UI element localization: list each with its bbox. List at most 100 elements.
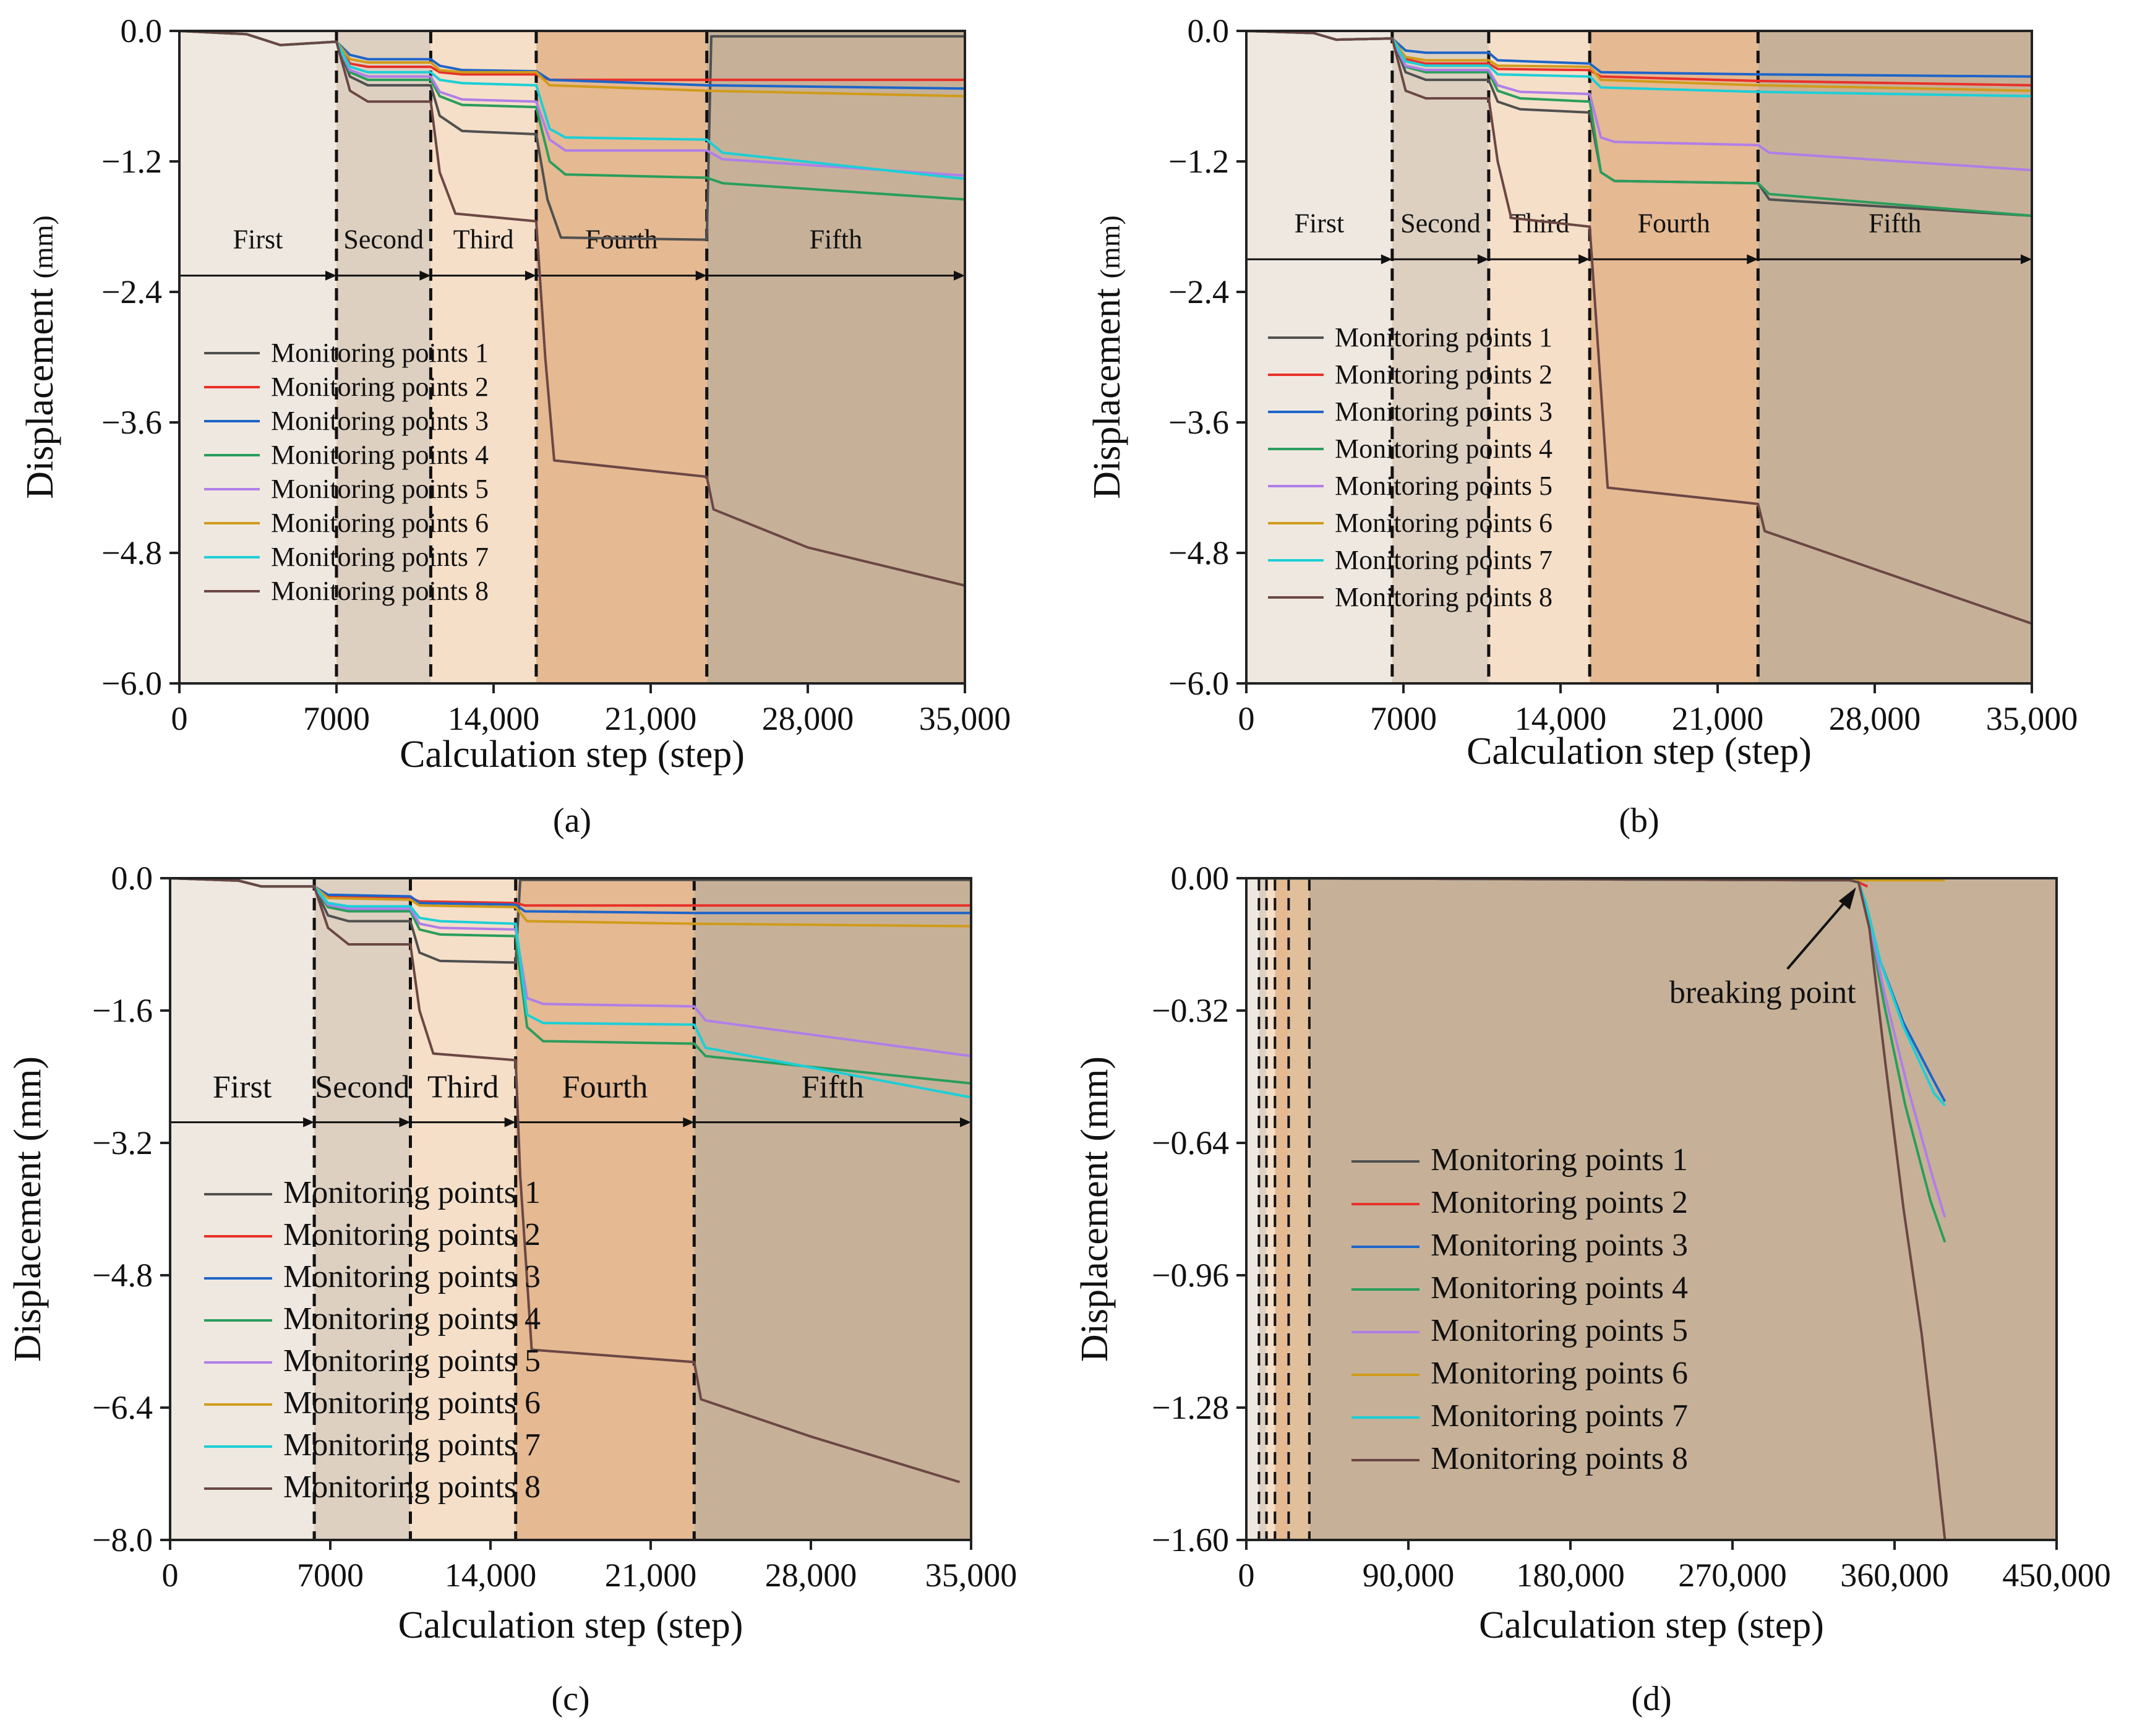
panel-caption: (d) bbox=[1631, 1680, 1671, 1718]
y-axis-title: Displacement (mm) bbox=[7, 1056, 49, 1362]
legend-label: Monitoring points 6 bbox=[1335, 508, 1552, 538]
x-tick-label: 270,000 bbox=[1678, 1557, 1787, 1594]
y-tick-label: −6.0 bbox=[101, 665, 162, 702]
legend-label: Monitoring points 3 bbox=[1335, 396, 1552, 427]
stage-arrow-head bbox=[325, 270, 336, 281]
stage-band bbox=[410, 878, 516, 1540]
y-tick-label: −2.4 bbox=[101, 273, 162, 310]
x-tick-label: 28,000 bbox=[1829, 700, 1921, 737]
stage-label: Fourth bbox=[1638, 208, 1710, 238]
stage-arrow-head bbox=[1477, 254, 1489, 265]
stage-band bbox=[1259, 878, 1267, 1540]
x-tick-label: 0 bbox=[171, 700, 188, 737]
y-tick-label: −1.28 bbox=[1152, 1389, 1229, 1426]
legend-label: Monitoring points 3 bbox=[271, 406, 489, 436]
legend-label: Monitoring points 7 bbox=[283, 1427, 541, 1463]
stage-band bbox=[1392, 31, 1489, 683]
x-tick-label: 7000 bbox=[1370, 700, 1437, 737]
stage-label: Fifth bbox=[1869, 208, 1922, 238]
x-tick-label: 0 bbox=[1238, 1557, 1255, 1594]
stage-label: First bbox=[233, 224, 283, 255]
stage-label: Second bbox=[315, 1069, 409, 1105]
series-line bbox=[179, 30, 966, 587]
legend-label: Monitoring points 5 bbox=[1431, 1313, 1688, 1348]
stage-band bbox=[694, 878, 971, 1540]
stage-band bbox=[1590, 31, 1758, 683]
stage-band bbox=[430, 31, 536, 683]
stage-arrow-head bbox=[1747, 254, 1758, 265]
legend-label: Monitoring points 1 bbox=[1431, 1142, 1688, 1178]
x-tick-label: 0 bbox=[1238, 700, 1255, 737]
x-tick-label: 450,000 bbox=[2002, 1557, 2111, 1594]
stage-arrow-head bbox=[960, 1117, 971, 1127]
stage-label: Second bbox=[1400, 208, 1481, 238]
y-tick-label: −6.4 bbox=[92, 1389, 153, 1426]
stage-label: Fourth bbox=[562, 1069, 648, 1105]
legend-label: Monitoring points 2 bbox=[283, 1217, 541, 1252]
plot-frame bbox=[1245, 30, 2033, 685]
y-tick-label: −6.0 bbox=[1168, 665, 1229, 702]
y-axis-title: Displacement (mm) bbox=[1086, 215, 1128, 499]
legend-label: Monitoring points 5 bbox=[283, 1343, 541, 1379]
y-tick-label: −0.64 bbox=[1152, 1124, 1229, 1161]
stage-band bbox=[314, 878, 411, 1540]
legend-label: Monitoring points 2 bbox=[271, 372, 489, 402]
stage-arrow-head bbox=[504, 1117, 516, 1127]
stage-arrow-head bbox=[1578, 254, 1590, 265]
legend-label: Monitoring points 5 bbox=[1335, 471, 1552, 501]
y-tick-label: −4.8 bbox=[101, 534, 162, 571]
y-tick-label: −3.6 bbox=[101, 404, 162, 441]
x-axis-title: Calculation step (step) bbox=[1467, 730, 1812, 772]
x-tick-label: 14,000 bbox=[1515, 700, 1607, 737]
y-axis-title-main: Displacement bbox=[1086, 278, 1128, 498]
stage-band bbox=[1246, 31, 1392, 683]
y-tick-label: −4.8 bbox=[92, 1257, 153, 1294]
y-tick-label: −0.96 bbox=[1152, 1257, 1229, 1294]
stage-arrow-head bbox=[954, 270, 965, 281]
annotation-arrow-head bbox=[1838, 887, 1856, 910]
stage-arrow-head bbox=[683, 1117, 695, 1127]
y-tick-label: −1.2 bbox=[101, 143, 162, 180]
series-line bbox=[1246, 877, 1946, 1541]
x-tick-label: 35,000 bbox=[925, 1557, 1017, 1594]
y-axis-title-main: Displacement bbox=[19, 278, 61, 498]
stage-label: Third bbox=[453, 224, 514, 255]
plot-frame bbox=[1245, 877, 2058, 1541]
legend-label: Monitoring points 8 bbox=[1431, 1441, 1688, 1476]
stage-band bbox=[536, 31, 707, 683]
x-tick-label: 180,000 bbox=[1516, 1557, 1625, 1594]
legend-label: Monitoring points 3 bbox=[1431, 1228, 1688, 1263]
x-tick-label: 35,000 bbox=[1986, 700, 2078, 737]
stage-band bbox=[170, 878, 315, 1540]
legend-label: Monitoring points 6 bbox=[283, 1385, 541, 1421]
x-tick-label: 21,000 bbox=[605, 1557, 697, 1594]
x-axis-title: Calculation step (step) bbox=[398, 1604, 743, 1646]
stage-band bbox=[1246, 878, 1259, 1540]
stage-band bbox=[706, 31, 965, 683]
stage-band bbox=[336, 31, 431, 683]
panel-caption: (a) bbox=[553, 802, 591, 840]
legend-label: Monitoring points 7 bbox=[271, 542, 489, 572]
x-tick-label: 14,000 bbox=[448, 700, 540, 737]
stage-label: Fifth bbox=[810, 224, 863, 255]
panel-caption: (b) bbox=[1619, 802, 1659, 840]
stage-band bbox=[1288, 878, 1309, 1540]
x-tick-label: 90,000 bbox=[1363, 1557, 1455, 1594]
x-axis-title: Calculation step (step) bbox=[400, 733, 745, 776]
stage-arrow-head bbox=[1381, 254, 1392, 265]
legend-label: Monitoring points 8 bbox=[271, 576, 489, 606]
legend-label: Monitoring points 4 bbox=[1431, 1270, 1688, 1306]
legend-label: Monitoring points 5 bbox=[271, 474, 489, 504]
x-tick-label: 360,000 bbox=[1840, 1557, 1949, 1594]
stage-label: First bbox=[213, 1069, 272, 1105]
y-tick-label: −3.2 bbox=[92, 1124, 153, 1161]
stage-arrow-head bbox=[2021, 254, 2032, 265]
stage-arrow-head bbox=[399, 1117, 411, 1127]
series-line bbox=[1246, 30, 2032, 625]
legend-label: Monitoring points 7 bbox=[1335, 545, 1552, 575]
stage-label: Second bbox=[343, 224, 424, 255]
y-axis-title: Displacement (mm) bbox=[19, 215, 61, 499]
legend-label: Monitoring points 4 bbox=[1335, 434, 1552, 464]
